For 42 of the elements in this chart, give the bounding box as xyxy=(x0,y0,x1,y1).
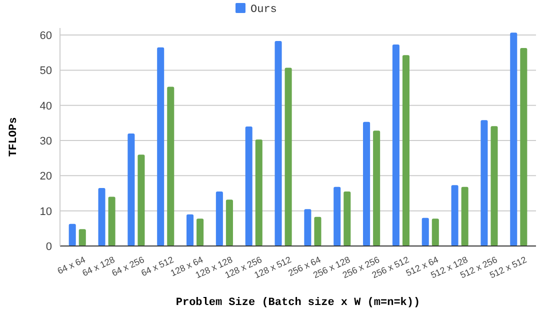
bar xyxy=(363,122,370,246)
bar xyxy=(274,41,282,246)
bar xyxy=(284,68,292,246)
bar xyxy=(216,192,223,246)
bar xyxy=(392,44,400,246)
bar xyxy=(304,209,312,246)
bar xyxy=(461,186,468,246)
y-tick-label: 20 xyxy=(40,170,52,183)
y-tick-label: 40 xyxy=(40,100,52,112)
bar xyxy=(451,185,458,246)
bar xyxy=(373,130,380,246)
y-tick-label: 30 xyxy=(40,136,52,148)
bar xyxy=(334,186,341,246)
bar xyxy=(186,214,194,246)
bar xyxy=(108,196,116,246)
bar xyxy=(196,218,204,246)
bar xyxy=(98,188,106,246)
bar xyxy=(422,218,429,246)
bar xyxy=(314,216,322,246)
y-axis-title: TFLOPs xyxy=(8,117,20,157)
y-tick-label: 60 xyxy=(40,30,52,42)
bar xyxy=(226,200,233,246)
legend-label: Ours xyxy=(250,4,277,16)
bar xyxy=(344,192,351,246)
bar xyxy=(138,154,145,246)
bar xyxy=(510,32,518,246)
bar xyxy=(255,139,262,246)
bar xyxy=(490,126,498,246)
y-tick-label: 0 xyxy=(46,241,52,253)
y-tick-label: 10 xyxy=(40,206,52,218)
bar xyxy=(167,86,174,246)
y-tick-label: 50 xyxy=(40,65,52,78)
bar xyxy=(245,126,252,246)
bar xyxy=(520,48,528,246)
bar xyxy=(78,229,86,246)
bar xyxy=(157,47,164,246)
bar xyxy=(128,133,135,246)
bar xyxy=(432,218,439,246)
bar xyxy=(480,120,488,246)
x-axis-title: Problem Size (Batch size x W (m=n=k)) xyxy=(176,297,420,309)
bar xyxy=(68,224,76,246)
bar xyxy=(402,55,410,246)
